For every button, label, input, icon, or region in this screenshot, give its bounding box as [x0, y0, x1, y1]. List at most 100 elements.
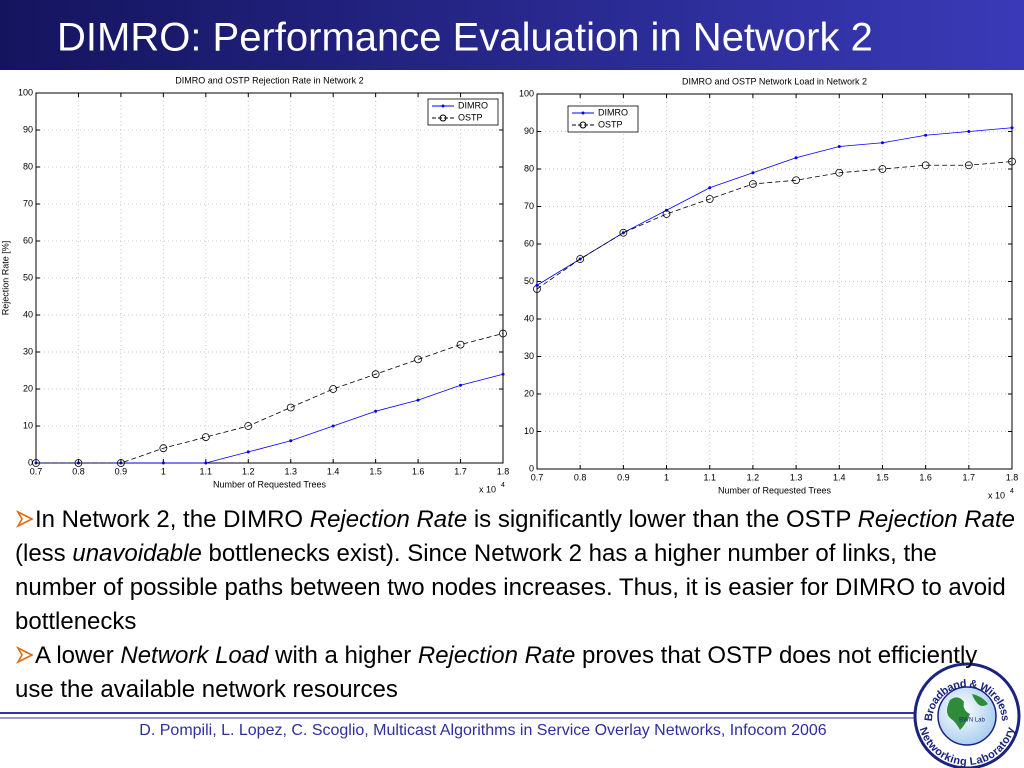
- x-tick-label: 0.8: [72, 466, 85, 476]
- x-tick-label: 1.7: [454, 466, 467, 476]
- data-point: [74, 459, 83, 467]
- y-tick-label: 10: [524, 426, 534, 436]
- data-point: [576, 255, 585, 263]
- x-tick-label: 0.7: [30, 466, 43, 476]
- data-point: [708, 186, 712, 190]
- x-tick-label: 1.4: [327, 466, 340, 476]
- data-point: [662, 210, 671, 218]
- plot-area: [36, 93, 503, 463]
- data-point: [878, 165, 887, 173]
- x-tick-label: 1.6: [412, 466, 425, 476]
- data-point: [414, 355, 422, 364]
- y-tick-label: 70: [23, 198, 33, 208]
- data-point: [246, 450, 250, 454]
- footer-text: D. Pompili, L. Lopez, C. Scoglio, Multic…: [139, 722, 826, 739]
- plot-area: [537, 94, 1012, 469]
- y-tick-label: 40: [524, 313, 534, 323]
- text: bottlenecks exist). Since Network 2 has …: [15, 540, 1006, 635]
- data-point: [967, 130, 971, 133]
- y-tick-label: 0: [529, 463, 534, 473]
- series-line: [536, 127, 1013, 286]
- text: A lower: [35, 642, 121, 669]
- data-point: [161, 461, 165, 465]
- slide-title: DIMRO: Performance Evaluation in Network…: [57, 16, 873, 60]
- legend-marker: [581, 111, 585, 115]
- italic-text: Rejection Rate: [417, 642, 576, 669]
- title-bar: [0, 0, 1024, 70]
- data-point: [244, 422, 253, 430]
- x-tick-label: 1.8: [497, 466, 510, 476]
- data-point: [749, 180, 757, 188]
- data-point: [619, 228, 628, 237]
- x-tick-label: 1.4: [833, 472, 846, 482]
- data-point: [499, 329, 507, 338]
- legend-marker: [439, 114, 447, 122]
- data-point: [204, 461, 208, 465]
- legend-marker: [441, 104, 445, 108]
- legend-box: [567, 105, 639, 133]
- text: In Network 2, the DIMRO: [35, 506, 310, 533]
- x-tick-label: 1.7: [963, 472, 976, 482]
- y-tick-label: 60: [23, 235, 33, 245]
- italic-text: unavoidable: [72, 540, 202, 567]
- y-tick-label: 90: [23, 124, 33, 134]
- legend-label: DIMRO: [458, 100, 488, 110]
- data-point: [880, 141, 884, 145]
- y-tick-label: 90: [524, 126, 534, 136]
- x-tick-label: 1.2: [242, 466, 255, 476]
- y-tick-label: 20: [23, 383, 33, 393]
- y-tick-label: 100: [18, 87, 33, 97]
- data-point: [837, 145, 841, 148]
- x-tick-label: 1: [664, 472, 669, 482]
- plot-frame: [35, 92, 504, 464]
- data-point: [792, 176, 800, 185]
- x-tick-label: 1.3: [790, 472, 803, 482]
- y-tick-label: 30: [524, 351, 534, 361]
- chart-title: DIMRO and OSTP Network Load in Network 2: [682, 76, 867, 86]
- x-tick-label: 1.3: [284, 466, 297, 476]
- y-tick-label: 0: [28, 457, 33, 467]
- data-point: [459, 383, 463, 387]
- y-tick-label: 50: [23, 272, 33, 282]
- x-tick-label: 1.5: [876, 472, 889, 482]
- data-point: [964, 161, 973, 170]
- data-point: [416, 398, 420, 402]
- data-point: [621, 231, 625, 235]
- data-point: [117, 459, 125, 467]
- x-tick-label: 1.5: [369, 466, 382, 476]
- x-multiplier: x 10: [479, 484, 496, 494]
- logo-center-text: BWN Lab: [959, 718, 985, 724]
- x-multiplier-exponent: 4: [1010, 488, 1014, 495]
- data-point: [794, 156, 798, 160]
- x-multiplier: x 10: [988, 490, 1005, 500]
- x-tick-label: 1.6: [919, 472, 932, 482]
- x-tick-label: 0.9: [617, 472, 630, 482]
- data-point: [1008, 157, 1016, 166]
- text: proves that OSTP does not efficiently us…: [15, 642, 978, 703]
- bullet: A lower Network Load with a higher Rejec…: [15, 639, 1015, 707]
- chart: 0 10 20 30 40 50 60 70 80 90 100 0.7 0.8 0.9 1 1.1 1.2 1.…: [0, 75, 509, 494]
- italic-text: Rejection Rate: [857, 506, 1015, 533]
- data-point: [835, 168, 844, 177]
- legend-label: DIMRO: [598, 107, 628, 117]
- x-multiplier-exponent: 4: [501, 482, 505, 489]
- legend-label: OSTP: [598, 119, 623, 129]
- data-point: [501, 372, 505, 376]
- y-tick-label: 100: [519, 88, 534, 98]
- data-point: [286, 403, 295, 412]
- x-tick-label: 1.8: [1006, 472, 1019, 482]
- data-point: [924, 133, 928, 137]
- x-tick-label: 1.2: [747, 472, 760, 482]
- x-tick-label: 0.9: [115, 466, 128, 476]
- data-point: [201, 433, 210, 442]
- y-tick-label: 60: [524, 238, 534, 248]
- chart: 0 10 20 30 40 50 60 70 80 90 100 0.7 0.8 0.9 1 1.1 1.2 1.…: [519, 76, 1018, 500]
- data-point: [456, 340, 465, 349]
- x-tick-label: 1.1: [200, 466, 213, 476]
- y-tick-label: 10: [23, 420, 33, 430]
- legend-label: OSTP: [458, 112, 483, 122]
- plot-frame: [536, 93, 1013, 470]
- logo-land: [972, 694, 988, 706]
- data-point: [329, 385, 338, 393]
